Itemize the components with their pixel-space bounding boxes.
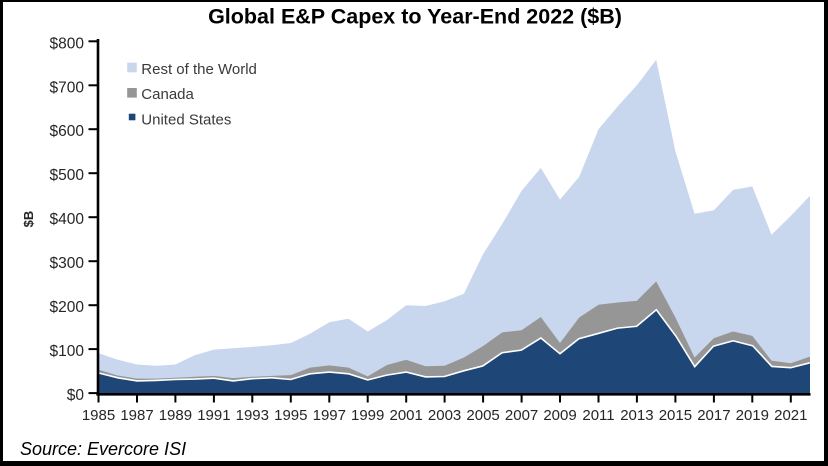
svg-text:2019: 2019 <box>736 407 769 424</box>
svg-text:2011: 2011 <box>582 407 614 424</box>
svg-text:Rest of the World: Rest of the World <box>141 61 257 78</box>
svg-text:1993: 1993 <box>236 407 269 424</box>
svg-text:2003: 2003 <box>428 407 461 424</box>
svg-text:United States: United States <box>141 111 231 128</box>
svg-text:1999: 1999 <box>351 407 384 424</box>
svg-text:2009: 2009 <box>543 407 576 424</box>
svg-text:1995: 1995 <box>274 407 307 424</box>
svg-text:$200: $200 <box>50 299 85 316</box>
svg-text:1989: 1989 <box>159 407 192 424</box>
svg-text:2007: 2007 <box>505 407 538 424</box>
svg-text:$0: $0 <box>67 387 85 404</box>
svg-text:1985: 1985 <box>82 407 115 424</box>
svg-text:2005: 2005 <box>466 407 499 424</box>
svg-text:$800: $800 <box>50 35 85 52</box>
svg-text:$100: $100 <box>50 343 85 360</box>
svg-text:1997: 1997 <box>313 407 346 424</box>
svg-text:Global E&P Capex to Year-End 2: Global E&P Capex to Year-End 2022 ($B) <box>208 5 622 29</box>
svg-text:$600: $600 <box>50 123 85 140</box>
svg-text:Source: Evercore ISI: Source: Evercore ISI <box>20 439 186 459</box>
svg-text:1991: 1991 <box>197 407 230 424</box>
svg-text:Canada: Canada <box>141 86 194 103</box>
svg-text:$300: $300 <box>50 255 85 272</box>
svg-text:2013: 2013 <box>620 407 653 424</box>
svg-text:2021: 2021 <box>774 407 807 424</box>
svg-text:2001: 2001 <box>390 407 423 424</box>
svg-text:1987: 1987 <box>120 407 153 424</box>
svg-text:$400: $400 <box>50 211 85 228</box>
svg-text:2017: 2017 <box>697 407 730 424</box>
svg-text:$B: $B <box>21 211 36 228</box>
svg-text:$700: $700 <box>50 79 85 96</box>
svg-text:2015: 2015 <box>659 407 692 424</box>
svg-text:$500: $500 <box>50 167 85 184</box>
